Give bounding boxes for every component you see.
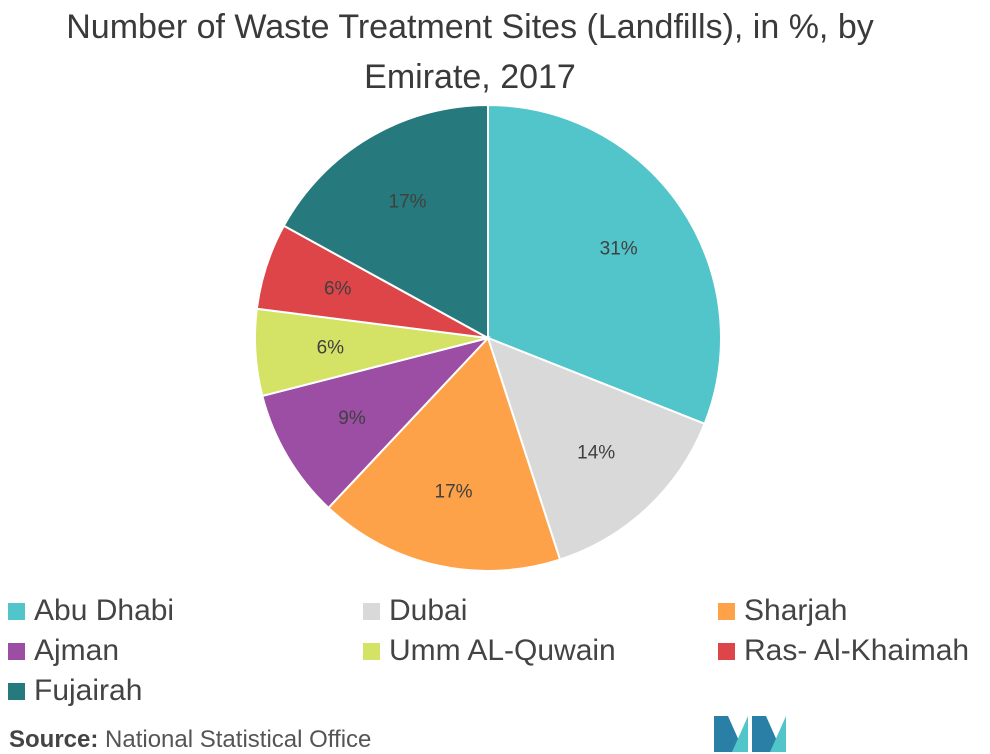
pie-data-labels: 31% 14% 17% 9% 6% 6% 17% [317,192,638,503]
mordor-intelligence-logo-icon [714,716,786,752]
pie-slice-ajman [261,336,492,510]
legend-swatch [718,642,735,660]
pie-slice-sharjah [327,336,562,572]
pie-slice-abu-dhabi [487,103,722,426]
legend-item-sharjah: Sharjah [718,592,988,630]
legend-label: Sharjah [744,594,848,627]
data-label: 6% [317,337,345,358]
legend-swatch [8,642,25,660]
chart-title: Number of Waste Treatment Sites (Landfil… [0,2,940,102]
legend-item-abu-dhabi: Abu Dhabi [8,592,363,630]
legend-swatch [363,642,380,660]
source-text: National Statistical Office [105,726,372,753]
chart-title-line-2: Emirate, 2017 [364,58,576,96]
pie-chart: 31% 14% 17% 9% 6% 6% 17% [254,103,722,572]
legend-swatch [8,602,25,620]
data-label: 6% [324,279,352,300]
legend-swatch [718,602,735,620]
pie-slice-fujairah [282,103,489,340]
pie-slices [254,103,722,572]
legend-label: Fujairah [34,674,143,707]
legend-item-fujairah: Fujairah [8,672,363,710]
data-label: 14% [577,443,615,464]
legend-label: Ajman [34,634,120,667]
data-label: 17% [389,192,427,213]
source-note: Source: National Statistical Office [9,726,371,754]
legend-item-umm-al-quwain: Umm AL-Quwain [363,632,718,670]
data-label: 17% [435,482,473,503]
legend-item-ras-al-khaimah: Ras- Al-Khaimah [718,632,988,670]
legend-label: Abu Dhabi [34,594,175,627]
source-label: Source: [9,726,99,753]
legend: Abu Dhabi Dubai Sharjah Ajman Umm AL-Quw… [8,592,988,710]
legend-item-dubai: Dubai [363,592,718,630]
data-label: 9% [338,408,366,429]
legend-label: Umm AL-Quwain [389,634,616,667]
legend-label: Ras- Al-Khaimah [744,634,970,667]
chart-title-line-1: Number of Waste Treatment Sites (Landfil… [66,8,874,46]
data-label: 31% [600,239,638,260]
legend-item-ajman: Ajman [8,632,363,670]
legend-label: Dubai [389,594,468,627]
legend-swatch [8,682,25,700]
legend-swatch [363,602,380,620]
